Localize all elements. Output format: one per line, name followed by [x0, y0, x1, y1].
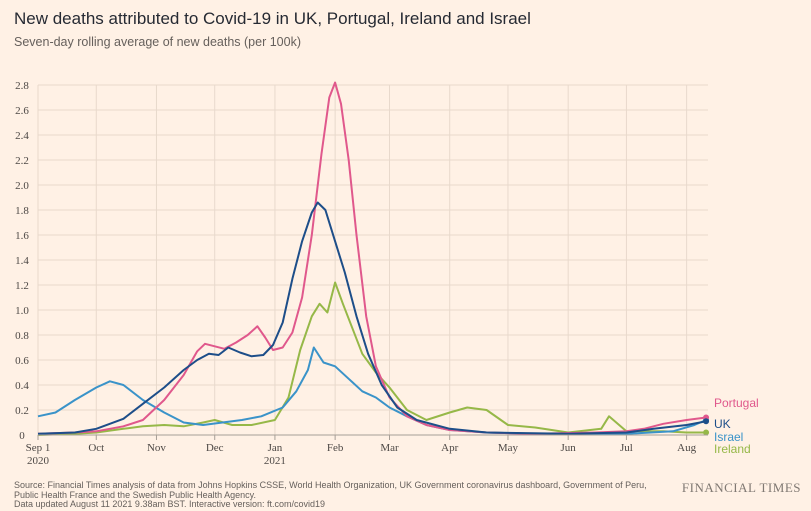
y-tick-label: 1.6 [15, 230, 29, 242]
y-tick-label: 1.0 [15, 305, 29, 317]
gridlines [37, 84, 708, 436]
axis-labels: 0 0.2 0.4 0.6 0.8 1.0 1.2 1.4 1.6 1.8 2.0 2.2 2.4 2.6… [15, 80, 708, 467]
x-tick-label: Jun [561, 442, 577, 454]
ft-logo: FINANCIAL TIMES [681, 480, 801, 495]
series-line-uk [37, 201, 707, 435]
y-tick-label: 1.4 [15, 255, 29, 267]
series-endpoint-ireland [703, 429, 710, 436]
source-text: Source: Financial Times analysis of data… [14, 480, 647, 500]
line-chart: 0 0.2 0.4 0.6 0.8 1.0 1.2 1.4 1.6 1.8 2.0 2.2 2.4 2.6… [15, 80, 759, 467]
x-tick-label: Oct [88, 442, 104, 454]
updated-text: Data updated August 11 2021 9.38am BST. … [14, 499, 326, 509]
x-tick-label: Jul [620, 442, 633, 454]
y-tick-label: 0 [19, 430, 25, 442]
x-tick-label: Sep 1 [26, 442, 51, 454]
x-tick-label: May [498, 442, 519, 454]
x-tick-year-label: 2021 [264, 455, 286, 467]
x-tick-label: Dec [206, 442, 224, 454]
chart-title: New deaths attributed to Covid-19 in UK,… [14, 9, 531, 28]
y-tick-label: 2.0 [15, 180, 29, 192]
chart-subtitle: Seven-day rolling average of new deaths … [14, 35, 301, 49]
series-endpoint-uk [703, 418, 710, 425]
y-tick-label: 2.2 [15, 155, 29, 167]
x-tick-year-label: 2020 [27, 455, 50, 467]
y-tick-label: 0.6 [15, 355, 29, 367]
source-note: Source: Financial Times analysis of data… [14, 480, 654, 510]
y-tick-label: 1.2 [15, 280, 29, 292]
x-tick-label: Apr [441, 442, 458, 454]
y-tick-label: 2.6 [15, 105, 29, 117]
legend-label-portugal: Portugal [714, 396, 759, 410]
x-tick-label: Nov [147, 442, 166, 454]
legend-label-ireland: Ireland [714, 442, 751, 456]
x-tick-label: Jan [268, 442, 283, 454]
y-tick-label: 0.8 [15, 330, 29, 342]
series-line-ireland [37, 281, 707, 436]
y-tick-label: 2.4 [15, 130, 29, 142]
x-tick-label: Aug [677, 442, 696, 454]
y-tick-label: 1.8 [15, 205, 29, 217]
y-tick-label: 2.8 [15, 80, 29, 92]
series-lines [37, 81, 710, 436]
y-tick-label: 0.2 [15, 405, 29, 417]
y-tick-label: 0.4 [15, 380, 29, 392]
legend-label-israel: Israel [714, 430, 743, 444]
x-tick-label: Feb [327, 442, 344, 454]
legend-label-uk: UK [714, 417, 731, 431]
x-tick-label: Mar [380, 442, 399, 454]
